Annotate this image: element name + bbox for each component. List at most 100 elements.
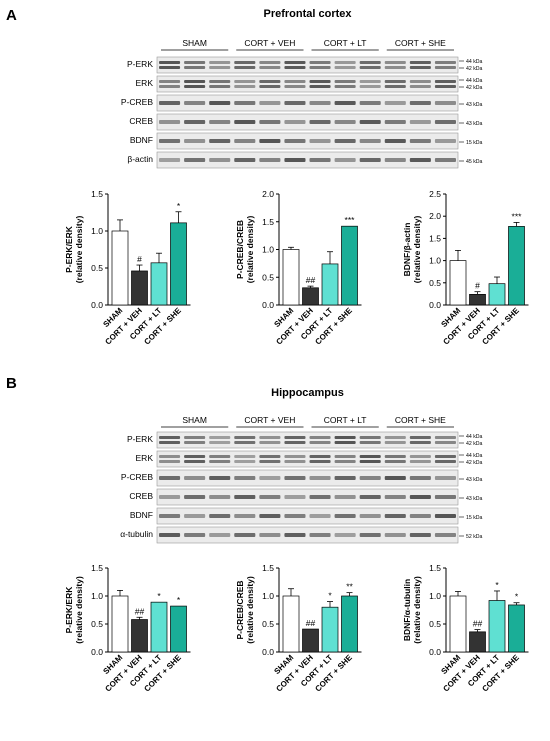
bar [170, 222, 187, 306]
blot-label: CREB [129, 116, 153, 126]
blot-band [159, 436, 181, 439]
blot-band [384, 460, 406, 463]
blot-band [209, 85, 231, 88]
blot-band [384, 436, 406, 439]
kda-label: 44 kDa [466, 59, 483, 65]
blot-row: CREB 43 kDa [129, 113, 483, 131]
blot-band [184, 441, 206, 444]
y-tick-label: 2.0 [429, 211, 441, 221]
blot-band [159, 61, 181, 64]
bar [341, 595, 358, 653]
blot-band [184, 120, 206, 124]
significance-label: # [137, 254, 142, 264]
bar [111, 595, 129, 653]
blot-strip [156, 488, 459, 506]
blot-band [409, 80, 431, 83]
blot-band [409, 455, 431, 458]
blot-strip [156, 113, 459, 131]
y-tick-label: 0.0 [429, 647, 441, 657]
blot-band [209, 436, 231, 439]
blot-band [234, 455, 256, 458]
blot-band [284, 139, 306, 143]
bar [321, 263, 339, 306]
blot-band [209, 80, 231, 83]
blot-band [309, 80, 331, 83]
blot-band [359, 120, 381, 124]
blot-band [159, 495, 181, 499]
blot-band [309, 158, 331, 162]
kda-label: 45 kDa [466, 159, 483, 165]
blot-band [159, 460, 181, 463]
significance-label: * [515, 592, 519, 602]
y-tick-label: 0.5 [429, 278, 441, 288]
blot-row: P-CREB 43 kDa [121, 469, 483, 487]
blot-band [334, 455, 356, 458]
blot-band [434, 80, 456, 83]
blot-band [434, 120, 456, 124]
blot-band [209, 514, 231, 518]
blot-band [284, 533, 306, 537]
blot-band [334, 514, 356, 518]
blot-band [209, 460, 231, 463]
blot-band [434, 139, 456, 143]
blot-band [184, 460, 206, 463]
y-tick-label: 1.0 [91, 591, 103, 601]
blot-band [334, 441, 356, 444]
bar-chart: 0.0 0.5 1.0 1.5 2.0 P-CREB/CREB (relative dens… [235, 189, 362, 347]
blot-band [434, 533, 456, 537]
blot-band [409, 533, 431, 537]
blot-band [334, 66, 356, 69]
blot-band [159, 476, 181, 480]
blot-band [359, 139, 381, 143]
blot-band [259, 460, 281, 463]
significance-label: ## [135, 606, 145, 616]
blot-band [434, 460, 456, 463]
kda-label: 44 kDa [466, 453, 483, 459]
blot-band [434, 66, 456, 69]
significance-label: * [495, 580, 499, 590]
blot-band [409, 61, 431, 64]
blot-band [334, 158, 356, 162]
blot-band [434, 455, 456, 458]
bar [131, 270, 148, 306]
significance-label: *** [345, 215, 356, 225]
y-tick-label: 2.0 [262, 189, 274, 199]
blot-band [209, 158, 231, 162]
y-tick-label: 1.0 [91, 226, 103, 236]
bar [488, 283, 506, 306]
blot-band [209, 455, 231, 458]
y-label-line: (relative density) [412, 576, 422, 644]
blot-band [434, 476, 456, 480]
bar-chart: 0.0 0.5 1.0 1.5 2.0 2.5 BDNF/β-actin (relative … [402, 189, 529, 347]
blot-band [209, 139, 231, 143]
y-tick-label: 1.5 [262, 217, 274, 227]
blot-label: P-CREB [121, 97, 153, 107]
significance-label: * [177, 595, 181, 605]
blot-band [334, 495, 356, 499]
blot-band [334, 476, 356, 480]
blot-band [159, 455, 181, 458]
significance-label: *** [512, 211, 523, 221]
blot-band [359, 436, 381, 439]
y-tick-label: 0.5 [262, 272, 274, 282]
bar [469, 631, 486, 653]
significance-label: ## [473, 619, 483, 629]
blot-band [384, 441, 406, 444]
panel-title: Hippocampus [271, 387, 344, 399]
blot-band [234, 441, 256, 444]
blot-band [234, 139, 256, 143]
blot-band [159, 80, 181, 83]
blot-band [259, 120, 281, 124]
blot-band [259, 514, 281, 518]
bar-chart: 0.00.51.01.5P-ERK/ERK (relative density)S… [64, 563, 191, 694]
bar [111, 230, 129, 306]
blot-band [384, 158, 406, 162]
bar [131, 619, 148, 653]
blot-band [359, 533, 381, 537]
bar [508, 604, 525, 653]
blot-band [309, 533, 331, 537]
y-tick-label: 0.0 [91, 300, 103, 310]
blot-band [384, 514, 406, 518]
y-tick-label: 1.5 [429, 563, 441, 573]
blot-band [284, 460, 306, 463]
